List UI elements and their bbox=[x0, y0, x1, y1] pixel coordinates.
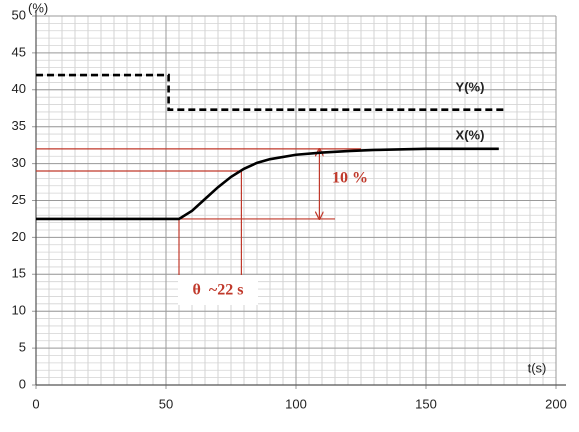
series-line bbox=[36, 73, 504, 112]
x-axis-label: t(s) bbox=[528, 360, 547, 375]
x-tick-label: 150 bbox=[415, 396, 437, 411]
x-tick-label: 100 bbox=[285, 396, 307, 411]
y-tick-label: 5 bbox=[19, 340, 26, 355]
y-tick-label: 25 bbox=[12, 192, 26, 207]
y-tick-label: 40 bbox=[12, 81, 26, 96]
y-tick-label: 30 bbox=[12, 155, 26, 170]
y-tick-label: 50 bbox=[12, 7, 26, 22]
x-tick-label: 200 bbox=[545, 396, 567, 411]
x-tick-label: 50 bbox=[159, 396, 173, 411]
y-tick-label: 35 bbox=[12, 118, 26, 133]
series-line bbox=[36, 147, 499, 221]
annotation-box bbox=[178, 275, 258, 305]
legend-label: X(%) bbox=[456, 127, 485, 142]
legend-label: Y(%) bbox=[456, 79, 485, 94]
y-tick-label: 0 bbox=[19, 376, 26, 391]
x-tick-label: 0 bbox=[32, 396, 39, 411]
y-tick-label: 45 bbox=[12, 44, 26, 59]
y-tick-label: 15 bbox=[12, 266, 26, 281]
y-axis-label: (%) bbox=[28, 0, 48, 15]
y-tick-label: 20 bbox=[12, 229, 26, 244]
y-tick-label: 10 bbox=[12, 303, 26, 318]
annotation: 10 % bbox=[332, 170, 368, 187]
annotation: θ ~22 s bbox=[193, 282, 244, 299]
